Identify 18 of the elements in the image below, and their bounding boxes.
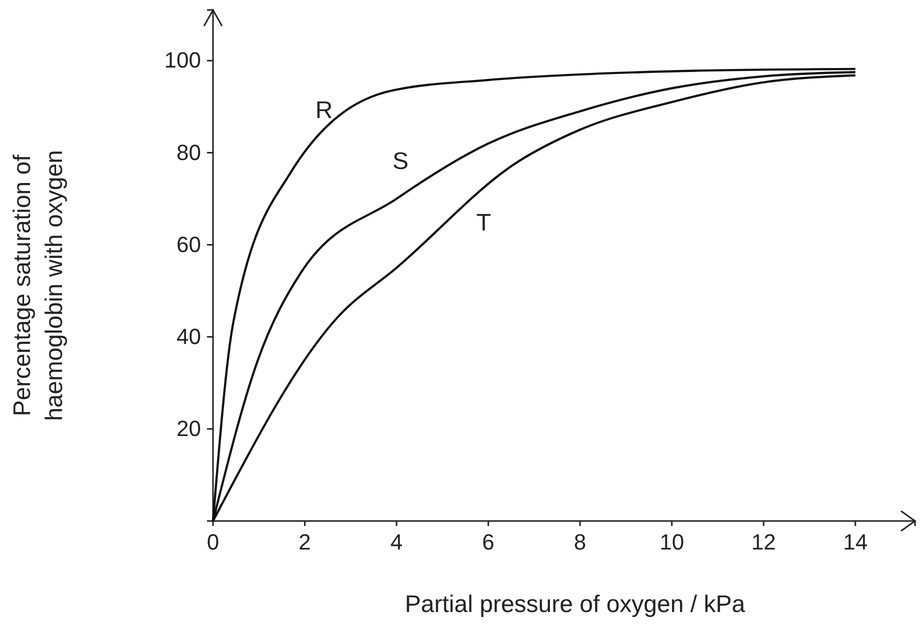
- x-tick-label: 8: [574, 530, 586, 555]
- x-tick-label: 10: [660, 530, 684, 555]
- x-tick-label: 14: [843, 530, 868, 555]
- y-tick-label: 100: [164, 48, 201, 73]
- series-label: R: [315, 96, 333, 124]
- x-tick-label: 12: [751, 530, 776, 555]
- y-tick-label: 80: [176, 140, 201, 165]
- x-tick-label: 4: [390, 530, 403, 555]
- y-tick-label: 40: [176, 324, 201, 349]
- x-tick-label: 6: [482, 530, 494, 555]
- y-tick-label: 60: [176, 232, 201, 257]
- series-label: T: [476, 209, 492, 236]
- x-tick-label: 0: [206, 530, 220, 555]
- x-tick-label: 2: [298, 530, 311, 555]
- y-axis-title: Percentage saturation of haemoglobin with oxygen: [9, 150, 68, 421]
- series-label: S: [392, 148, 409, 176]
- x-axis-title: Partial pressure of oxygen / kPa: [404, 591, 746, 618]
- y-tick-label: 20: [176, 416, 201, 441]
